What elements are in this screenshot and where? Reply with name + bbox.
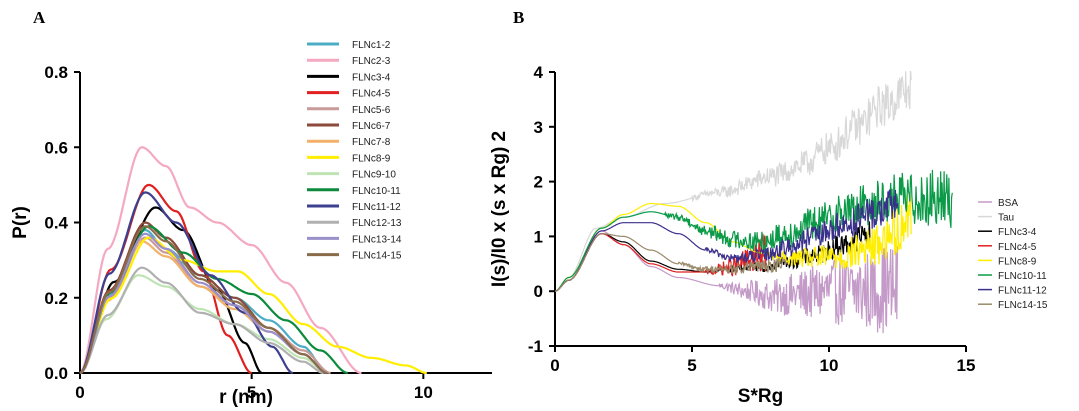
legend-label: FLNc13-14: [352, 234, 402, 245]
panel-b-label: B: [513, 8, 524, 27]
series-line-FLNc8-9: [555, 193, 912, 292]
x-tick-label: 15: [957, 356, 976, 375]
y-tick-label: 0.6: [44, 138, 68, 157]
chart-b: 0 5 10 15 -1 0 1 2 3 4 S*Rg I(s)/I0 x (s x Rg) 2 BSA…: [489, 63, 1048, 407]
legend-label: FLNc8-9: [998, 256, 1037, 267]
legend-label: FLNc3-4: [352, 72, 391, 83]
y-tick-label: 0.8: [44, 63, 68, 82]
legend-label: FLNc8-9: [352, 153, 391, 164]
y-axis-label: I(s)/I0 x (s x Rg) 2: [489, 131, 510, 287]
legend-label: FLNc2-3: [352, 56, 391, 67]
chart-a: 0 5 10 0.0 0.2 0.4 0.6 0.8 r (nm) P(r) FLNc1-2 FLNc…: [10, 40, 492, 408]
series-line-FLNc14-15: [79, 225, 328, 375]
series-line-FLNc13-14: [79, 232, 328, 375]
y-tick-label: 4: [534, 63, 544, 82]
series-line-FLNc2-3: [79, 146, 362, 375]
y-tick-label: 0: [534, 282, 543, 301]
series-line-FLNc6-7: [79, 221, 328, 375]
series-line-FLNc12-13: [79, 266, 324, 375]
legend-label: FLNc6-7: [352, 121, 391, 132]
legend-label: FLNc7-8: [352, 137, 391, 148]
y-axis-label: P(r): [10, 206, 31, 239]
y-tick-label: -1: [528, 337, 543, 356]
legend-label: FLNc4-5: [998, 242, 1037, 253]
x-tick-label: 10: [414, 383, 433, 402]
x-tick-label: 10: [820, 356, 839, 375]
legend-label: FLNc11-12: [352, 202, 401, 213]
x-tick-label: 5: [247, 383, 256, 402]
legend-label: FLNc10-11: [998, 271, 1047, 282]
y-tick-label: 2: [534, 173, 543, 192]
panel-a-label: A: [33, 8, 46, 27]
legend-label: Tau: [998, 213, 1014, 224]
x-tick-label: 0: [75, 383, 84, 402]
legend-label: FLNc11-12: [998, 286, 1047, 297]
legend-label: BSA: [998, 198, 1018, 209]
legend-label: FLNc9-10: [352, 170, 396, 181]
series-line-FLNc4-5: [79, 183, 252, 375]
x-tick-label: 5: [687, 356, 696, 375]
legend-label: FLNc4-5: [352, 89, 391, 100]
legend-label: FLNc14-15: [352, 251, 402, 262]
plot-area: [555, 71, 953, 334]
x-axis-label: S*Rg: [738, 386, 783, 407]
y-tick-label: 1: [534, 227, 543, 246]
legend-label: FLNc10-11: [352, 186, 401, 197]
series-line-FLNc11-12: [555, 189, 899, 292]
series-line-FLNc8-9: [79, 236, 427, 375]
y-tick-label: 0.4: [44, 214, 68, 233]
y-tick-label: 0.0: [44, 364, 68, 383]
series-line-FLNc14-15: [555, 233, 789, 292]
legend-label: FLNc1-2: [352, 40, 391, 51]
x-tick-label: 0: [550, 356, 559, 375]
series-line-FLNc10-11: [555, 169, 953, 292]
legend-label: FLNc5-6: [352, 105, 391, 116]
y-tick-label: 3: [534, 118, 543, 137]
legend-label: FLNc14-15: [998, 300, 1048, 311]
legend-label: FLNc3-4: [998, 227, 1037, 238]
y-tick-label: 0.2: [44, 289, 68, 308]
x-axis-label: r (nm): [219, 387, 273, 408]
legend-label: FLNc12-13: [352, 218, 402, 229]
series-line-FLNc11-12: [79, 191, 294, 375]
